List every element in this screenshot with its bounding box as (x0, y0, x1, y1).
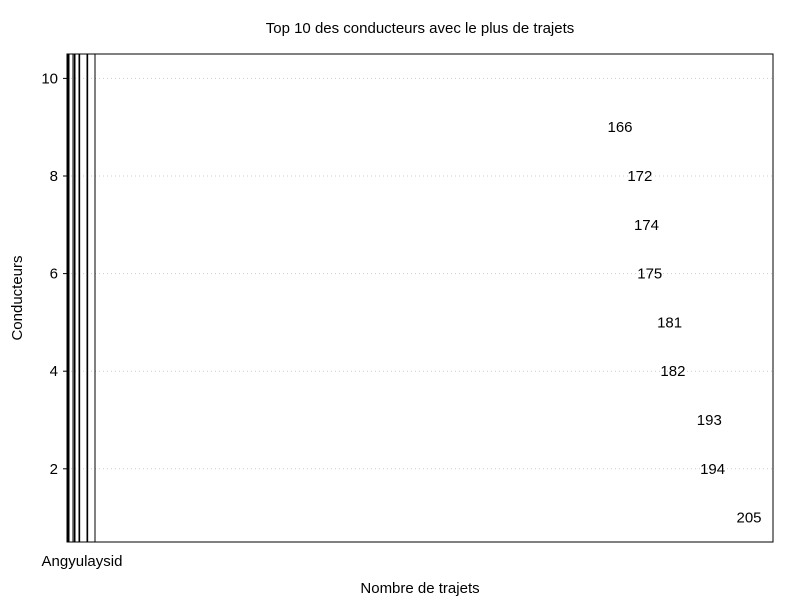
bar-value-label: 181 (657, 314, 682, 331)
bar-value-label: 182 (660, 363, 685, 380)
y-tick-label: 6 (50, 266, 58, 283)
bar-value-label: 172 (627, 168, 652, 185)
value-labels: 205 194 193 182 181 175 174 172 166 (607, 119, 761, 526)
bar-value-label: 194 (700, 461, 725, 478)
bar-value-label: 175 (637, 266, 662, 283)
y-axis-label: Conducteurs (9, 255, 26, 340)
y-tick-label: 8 (50, 168, 58, 185)
bars (67, 53, 96, 543)
y-tick-label: 2 (50, 461, 58, 478)
bar (67, 53, 96, 543)
y-tick-label: 4 (50, 363, 58, 380)
bar-value-label: 205 (736, 510, 761, 527)
y-tick-label: 10 (41, 70, 58, 87)
bar (67, 53, 81, 543)
bar-value-label: 174 (634, 217, 659, 234)
y-axis-ticks: 2 4 6 8 10 (41, 70, 67, 478)
grid-lines (67, 77, 773, 470)
x-axis-label: Nombre de trajets (360, 580, 479, 597)
bar-value-label: 166 (607, 119, 632, 136)
chart-title: Top 10 des conducteurs avec le plus de t… (266, 20, 575, 37)
bar (67, 53, 88, 543)
bar (67, 53, 70, 543)
plot-frame (66, 53, 774, 543)
bar-value-label: 193 (697, 412, 722, 429)
bar (67, 53, 89, 543)
x-tick-labels-overlapping: Angyulaysid (42, 553, 123, 570)
